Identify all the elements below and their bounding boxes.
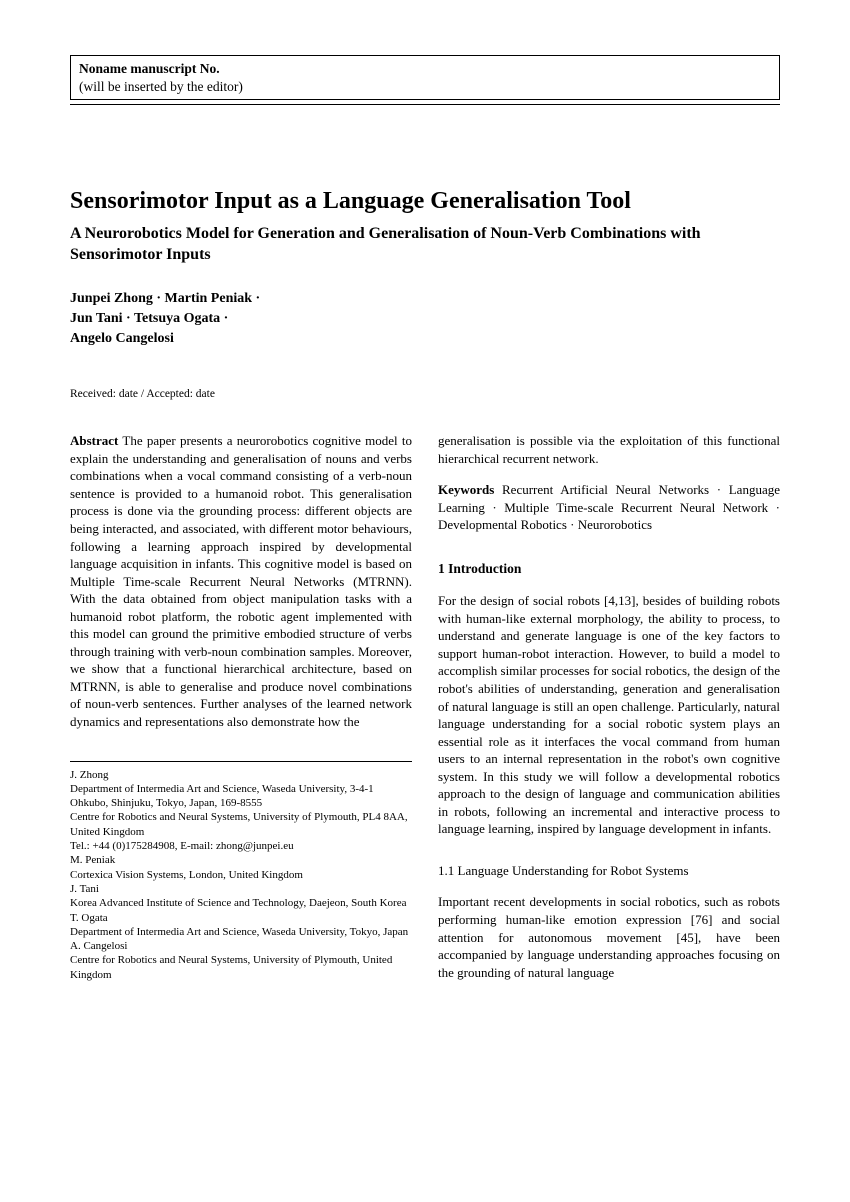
abstract-continuation: generalisation is possible via the explo… xyxy=(438,432,780,467)
aff-line: Department of Intermedia Art and Science… xyxy=(70,782,412,811)
aff-line: Cortexica Vision Systems, London, United… xyxy=(70,868,412,882)
two-column-body: Abstract The paper presents a neurorobot… xyxy=(70,432,780,982)
affiliation-ogata: T. Ogata Department of Intermedia Art an… xyxy=(70,911,412,940)
aff-name: M. Peniak xyxy=(70,853,412,867)
affiliation-zhong: J. Zhong Department of Intermedia Art an… xyxy=(70,768,412,854)
aff-line: Centre for Robotics and Neural Systems, … xyxy=(70,953,412,982)
subsection-1-1-text: Important recent developments in social … xyxy=(438,893,780,981)
aff-name: A. Cangelosi xyxy=(70,939,412,953)
affiliation-peniak: M. Peniak Cortexica Vision Systems, Lond… xyxy=(70,853,412,882)
author-line-1: Junpei Zhong · Martin Peniak · xyxy=(70,289,780,309)
manuscript-header-line2: (will be inserted by the editor) xyxy=(79,78,771,96)
header-rule xyxy=(70,104,780,105)
aff-line: Department of Intermedia Art and Science… xyxy=(70,925,412,939)
aff-name: J. Zhong xyxy=(70,768,412,782)
abstract-text: The paper presents a neurorobotics cogni… xyxy=(70,433,412,729)
abstract-paragraph: Abstract The paper presents a neurorobot… xyxy=(70,432,412,730)
received-accepted-dates: Received: date / Accepted: date xyxy=(70,388,780,400)
affiliation-cangelosi: A. Cangelosi Centre for Robotics and Neu… xyxy=(70,939,412,982)
footnote-rule xyxy=(70,761,412,762)
aff-line: Korea Advanced Institute of Science and … xyxy=(70,896,412,910)
abstract-label: Abstract xyxy=(70,433,118,448)
aff-name: T. Ogata xyxy=(70,911,412,925)
manuscript-header-line1: Noname manuscript No. xyxy=(79,60,771,78)
left-column: Abstract The paper presents a neurorobot… xyxy=(70,432,412,982)
right-column: generalisation is possible via the explo… xyxy=(438,432,780,982)
keywords-paragraph: Keywords Recurrent Artificial Neural Net… xyxy=(438,481,780,534)
introduction-text: For the design of social robots [4,13], … xyxy=(438,592,780,838)
aff-name: J. Tani xyxy=(70,882,412,896)
author-line-2: Jun Tani · Tetsuya Ogata · xyxy=(70,309,780,329)
author-line-3: Angelo Cangelosi xyxy=(70,329,780,349)
section-1-heading: 1 Introduction xyxy=(438,560,780,578)
author-list: Junpei Zhong · Martin Peniak · Jun Tani … xyxy=(70,289,780,348)
article-subtitle: A Neurorobotics Model for Generation and… xyxy=(70,224,780,266)
author-affiliations: J. Zhong Department of Intermedia Art an… xyxy=(70,768,412,982)
keywords-label: Keywords xyxy=(438,482,494,497)
subsection-1-1-heading: 1.1 Language Understanding for Robot Sys… xyxy=(438,862,780,880)
article-title: Sensorimotor Input as a Language General… xyxy=(70,187,780,216)
aff-line: Centre for Robotics and Neural Systems, … xyxy=(70,810,412,839)
affiliation-tani: J. Tani Korea Advanced Institute of Scie… xyxy=(70,882,412,911)
manuscript-header-box: Noname manuscript No. (will be inserted … xyxy=(70,55,780,100)
aff-line: Tel.: +44 (0)175284908, E-mail: zhong@ju… xyxy=(70,839,412,853)
